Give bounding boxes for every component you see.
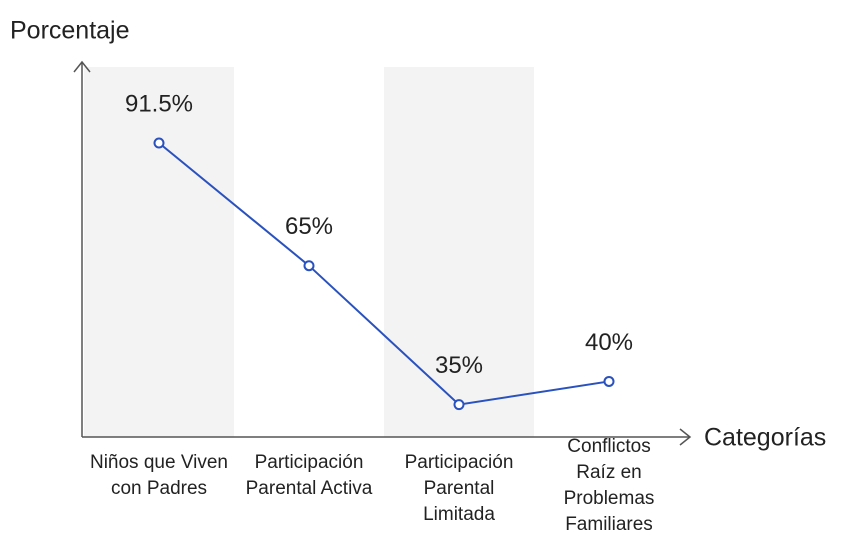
- data-label: 40%: [585, 329, 633, 356]
- point: [453, 399, 465, 411]
- y-axis-label: Porcentaje: [10, 17, 130, 45]
- point: [153, 137, 165, 149]
- line: [158, 142, 610, 406]
- data-label: 65%: [285, 213, 333, 240]
- point: [603, 375, 615, 387]
- y-axis-arrow: [73, 60, 91, 73]
- data-label: 35%: [435, 352, 483, 379]
- x-tick-label: Conflictos Raíz en Problemas Familiares: [563, 436, 655, 535]
- x-tick-label: Niños que Viven con Padres: [89, 452, 229, 499]
- data-label: 91.5%: [125, 90, 193, 117]
- band: [384, 67, 534, 437]
- point: [303, 260, 315, 272]
- x-axis-arrow: [679, 428, 692, 446]
- band: [84, 67, 234, 437]
- x-tick-label: Participación Parental Limitada: [404, 452, 514, 525]
- x-tick-label: Participación Parental Activa: [245, 452, 373, 499]
- x-axis-label: Categorías: [704, 424, 826, 452]
